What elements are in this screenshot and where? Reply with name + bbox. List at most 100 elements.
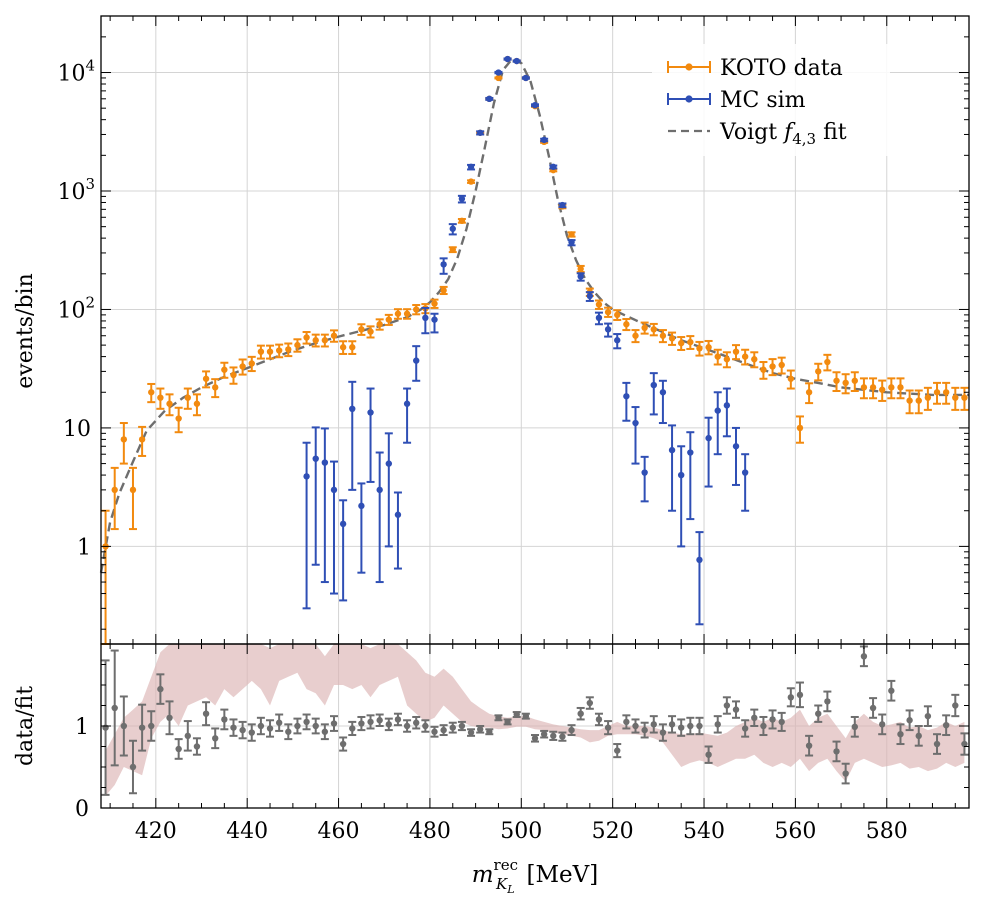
ratio-point xyxy=(732,706,740,713)
koto-point xyxy=(769,363,776,370)
koto-point xyxy=(321,337,329,344)
ratio-point xyxy=(184,732,191,740)
mc-point xyxy=(677,471,685,479)
koto-point xyxy=(604,308,612,316)
koto-point xyxy=(285,346,292,353)
top-y-tick-label-exp: 2 xyxy=(85,293,95,311)
mc-point xyxy=(476,129,484,136)
legend-fit-label-post: fit xyxy=(816,120,847,145)
legend-entry-mc: MC sim xyxy=(667,88,806,113)
koto-point xyxy=(339,344,347,351)
koto-point xyxy=(367,328,374,335)
ratio-point xyxy=(349,725,356,732)
mc-point xyxy=(467,163,475,171)
ratio-point xyxy=(294,722,301,730)
ratio-point xyxy=(942,721,950,729)
mc-point xyxy=(385,460,393,467)
mc-point xyxy=(367,409,374,416)
ratio-point xyxy=(321,728,329,735)
ratio-point xyxy=(705,751,712,758)
ratio-point xyxy=(961,740,968,748)
legend-mc-label: MC sim xyxy=(720,88,806,113)
koto-point xyxy=(851,377,858,384)
top-y-tick-label: 104 xyxy=(57,57,95,87)
top-y-tick-label-exp: 3 xyxy=(85,175,95,193)
koto-point xyxy=(202,375,210,382)
mc-point xyxy=(312,455,319,462)
ratio-band xyxy=(105,644,965,796)
ratio-point xyxy=(751,714,758,721)
mc-point xyxy=(394,511,402,518)
ratio-point xyxy=(833,748,840,755)
top-y-tick-label-base: 10 xyxy=(57,62,85,87)
koto-point xyxy=(248,360,255,367)
ratio-point xyxy=(495,714,502,721)
ratio-point xyxy=(248,729,255,736)
mc-point xyxy=(358,502,365,510)
mc-point xyxy=(586,292,594,300)
ratio-point xyxy=(394,716,402,723)
koto-point xyxy=(897,384,904,391)
koto-point xyxy=(394,310,402,317)
koto-point xyxy=(349,344,356,351)
ratio-point xyxy=(467,729,475,736)
mc-point xyxy=(513,57,520,65)
mc-point xyxy=(568,238,575,246)
ratio-point xyxy=(714,721,721,728)
top-y-axis-label: events/bin xyxy=(13,273,38,388)
koto-point xyxy=(193,400,201,407)
top-y-tick-label-exp: 4 xyxy=(85,57,95,75)
mc-point xyxy=(687,449,694,456)
mc-point xyxy=(330,486,338,494)
x-axis-label-sub-k: K xyxy=(495,875,508,893)
koto-point xyxy=(623,321,630,328)
ratio-point xyxy=(513,711,520,718)
top-panel-grid xyxy=(101,16,969,644)
koto-point xyxy=(458,217,466,225)
koto-point xyxy=(403,310,411,317)
koto-point xyxy=(138,436,146,443)
koto-point xyxy=(595,301,603,308)
ratio-point xyxy=(157,685,164,693)
ratio-point xyxy=(796,691,804,699)
koto-point xyxy=(568,231,575,238)
ratio-point xyxy=(869,704,877,712)
mc-point xyxy=(650,381,657,389)
ratio-point xyxy=(614,747,621,754)
ratio-point xyxy=(824,698,831,705)
koto-point xyxy=(184,394,191,401)
mc-point xyxy=(659,389,667,396)
ratio-point xyxy=(604,724,612,731)
ratio-point xyxy=(815,710,822,717)
koto-point xyxy=(915,397,922,404)
ratio-point xyxy=(102,724,109,731)
ratio-point xyxy=(623,718,630,726)
top-y-tick-label: 103 xyxy=(57,175,95,205)
koto-point xyxy=(732,348,740,355)
koto-point xyxy=(961,394,968,401)
ratio-point xyxy=(303,718,310,726)
koto-point xyxy=(860,384,868,391)
koto-point xyxy=(175,415,182,422)
ratio-point xyxy=(221,716,228,723)
mc-point xyxy=(577,273,584,280)
mc-point xyxy=(422,314,429,322)
ratio-point xyxy=(531,735,539,742)
ratio-point xyxy=(559,733,566,740)
ratio-point xyxy=(632,722,639,730)
ratio-point xyxy=(358,720,365,727)
mc-point xyxy=(495,69,502,76)
ratio-point xyxy=(915,732,922,740)
mc-point xyxy=(321,459,329,466)
koto-point xyxy=(330,332,338,339)
koto-point xyxy=(312,337,319,344)
bottom-y-tick-label: 1 xyxy=(75,715,89,740)
ratio-point xyxy=(540,731,548,738)
mc-point xyxy=(741,469,749,476)
legend: KOTO data MC sim Voigt f4,3 fit xyxy=(652,44,890,156)
ratio-point xyxy=(230,724,237,731)
ratio-point xyxy=(778,718,785,726)
ratio-point xyxy=(120,722,128,730)
mc-point xyxy=(303,473,310,480)
